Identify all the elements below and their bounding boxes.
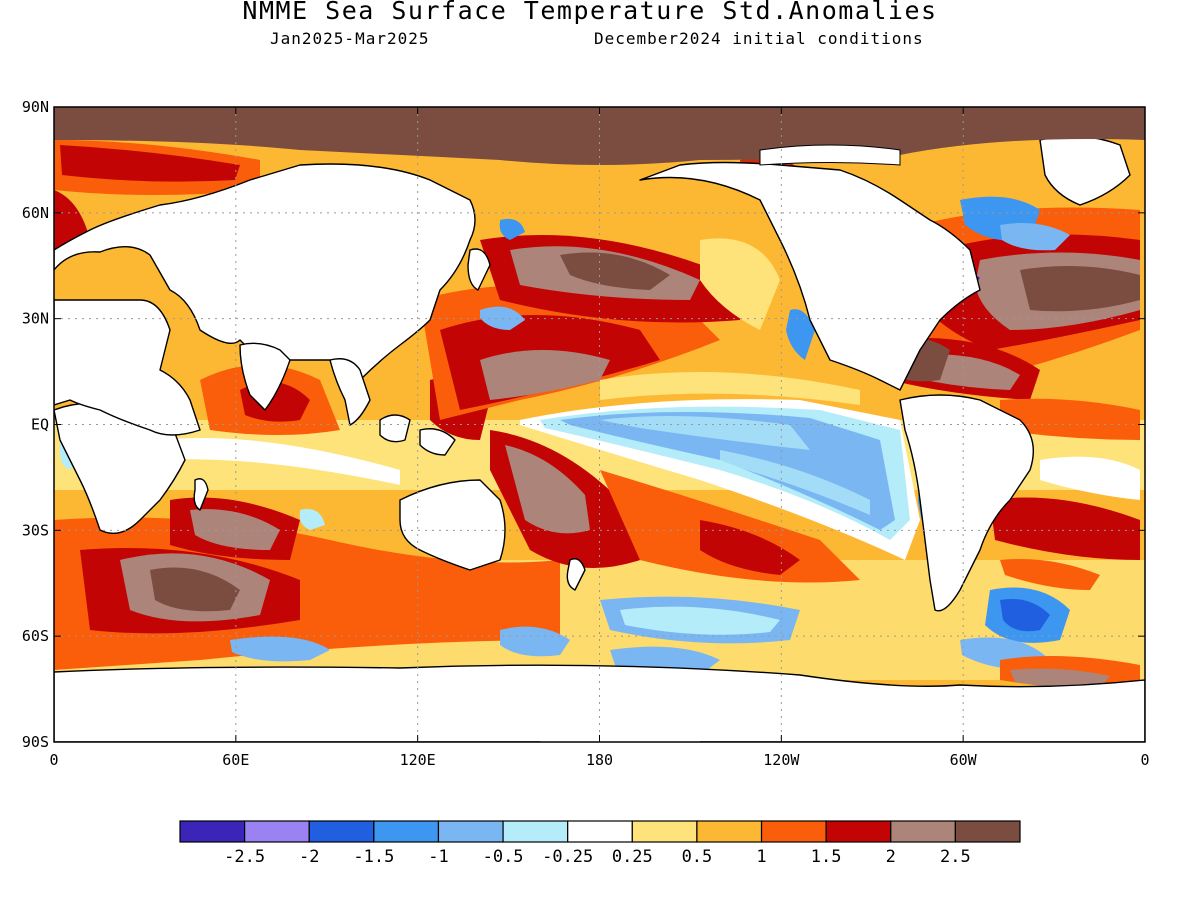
colorbar-swatch	[244, 820, 310, 843]
lat-label: EQ	[31, 416, 49, 434]
colorbar-label: 1.5	[811, 847, 842, 867]
lat-label: 60S	[22, 627, 49, 645]
longitude-labels: 0 60E 120E 180 120W 60W 0	[49, 751, 1149, 769]
lat-label: 90N	[22, 98, 49, 116]
lon-label: 120W	[763, 751, 800, 769]
latitude-labels: 90N 60N 30N EQ 30S 60S 90S	[22, 98, 49, 751]
colorbar-label: -2	[299, 847, 319, 867]
colorbar-label: -1.5	[353, 847, 394, 867]
colorbar-swatch	[502, 820, 569, 843]
lon-label: 180	[586, 751, 613, 769]
colorbar-swatch	[760, 820, 827, 843]
colorbar: -2.5 -2 -1.5 -1 -0.5 -0.25 0.25 0.5 1 1.5 2 2.5	[179, 820, 1021, 867]
colorbar-swatch	[631, 820, 698, 843]
colorbar-label: -0.25	[542, 847, 593, 867]
colorbar-swatch	[696, 820, 763, 843]
map-title: NMME Sea Surface Temperature Std.Anomali…	[242, 0, 938, 25]
colorbar-swatch	[308, 820, 375, 843]
colorbar-label: -2.5	[224, 847, 265, 867]
colorbar-swatch	[567, 820, 633, 843]
colorbar-label: 0.5	[682, 847, 713, 867]
colorbar-swatch	[954, 820, 1021, 843]
colorbar-swatch	[179, 820, 246, 843]
colorbar-label: 0.25	[612, 847, 653, 867]
colorbar-swatch	[825, 820, 892, 843]
initial-conditions: December2024 initial conditions	[594, 29, 924, 48]
lat-label: 30S	[22, 521, 49, 539]
lon-label: 0	[49, 751, 58, 769]
graticule	[54, 107, 1145, 742]
colorbar-swatch	[373, 820, 440, 843]
lon-label: 120E	[400, 751, 436, 769]
lat-label: 30N	[22, 310, 49, 328]
continents	[54, 135, 1145, 742]
colorbar-swatch	[437, 820, 504, 843]
lon-label: 60E	[222, 751, 249, 769]
colorbar-label: -1	[428, 847, 448, 867]
colorbar-label: 1	[756, 847, 766, 867]
colorbar-label: 2	[886, 847, 896, 867]
axis-ticks	[53, 106, 1146, 743]
colorbar-label: 2.5	[940, 847, 971, 867]
colorbar-swatch	[890, 820, 956, 843]
lat-label: 60N	[22, 204, 49, 222]
forecast-period: Jan2025-Mar2025	[270, 29, 430, 48]
lat-label: 90S	[22, 733, 49, 751]
colorbar-label: -0.5	[483, 847, 524, 867]
lon-label: 60W	[950, 751, 978, 769]
lon-label: 0	[1140, 751, 1149, 769]
